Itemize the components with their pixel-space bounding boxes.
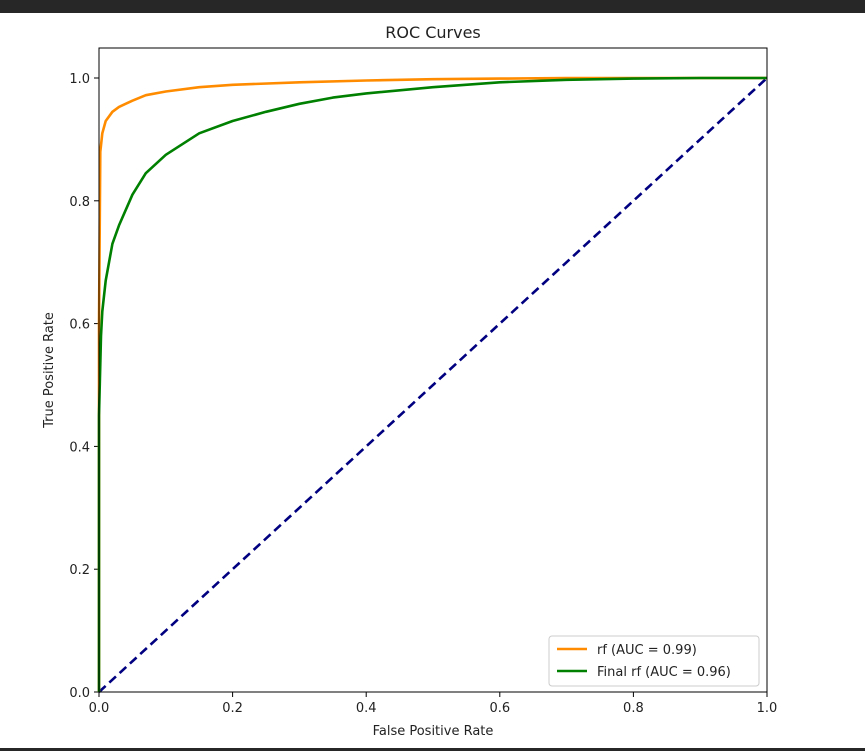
plot-frame (98, 47, 768, 693)
legend-label-rf: rf (AUC = 0.99) (597, 643, 697, 658)
chance-diagonal-line (98, 77, 768, 693)
x-tick-label: 0.6 (489, 701, 510, 716)
legend-label-final-rf: Final rf (AUC = 0.96) (597, 665, 731, 680)
series-line-rf (97, 76, 767, 692)
legend-box (548, 635, 760, 687)
y-tick-label: 0.6 (69, 318, 90, 333)
y-tick-label: 0.2 (69, 563, 90, 578)
x-tick-label: 1.0 (757, 701, 778, 716)
y-axis-label: True Positive Rate (42, 312, 57, 429)
x-tick-label: 0.8 (623, 701, 644, 716)
series-line-final-rf (97, 76, 767, 692)
y-tick-label: 0.0 (69, 686, 90, 701)
window-top-bar (0, 0, 865, 13)
y-tick-label: 0.4 (69, 440, 90, 455)
y-tick-label: 0.8 (69, 195, 90, 210)
x-tick-label: 0.4 (356, 701, 377, 716)
window-bottom-bar (0, 748, 865, 751)
x-tick-label: 0.2 (222, 701, 243, 716)
x-axis-label: False Positive Rate (373, 724, 494, 739)
x-tick-label: 0.0 (89, 701, 110, 716)
y-tick-label: 1.0 (69, 72, 90, 87)
series-layer (97, 76, 768, 693)
chart-title: ROC Curves (385, 23, 481, 42)
axes-layer: 0.0 0.2 0.4 0.6 0.8 1.0 0.0 0.2 0.4 0.6 0.8 1.0 (69, 72, 777, 716)
legend: rf (AUC = 0.99) Final rf (AUC = 0.96) (548, 635, 760, 687)
